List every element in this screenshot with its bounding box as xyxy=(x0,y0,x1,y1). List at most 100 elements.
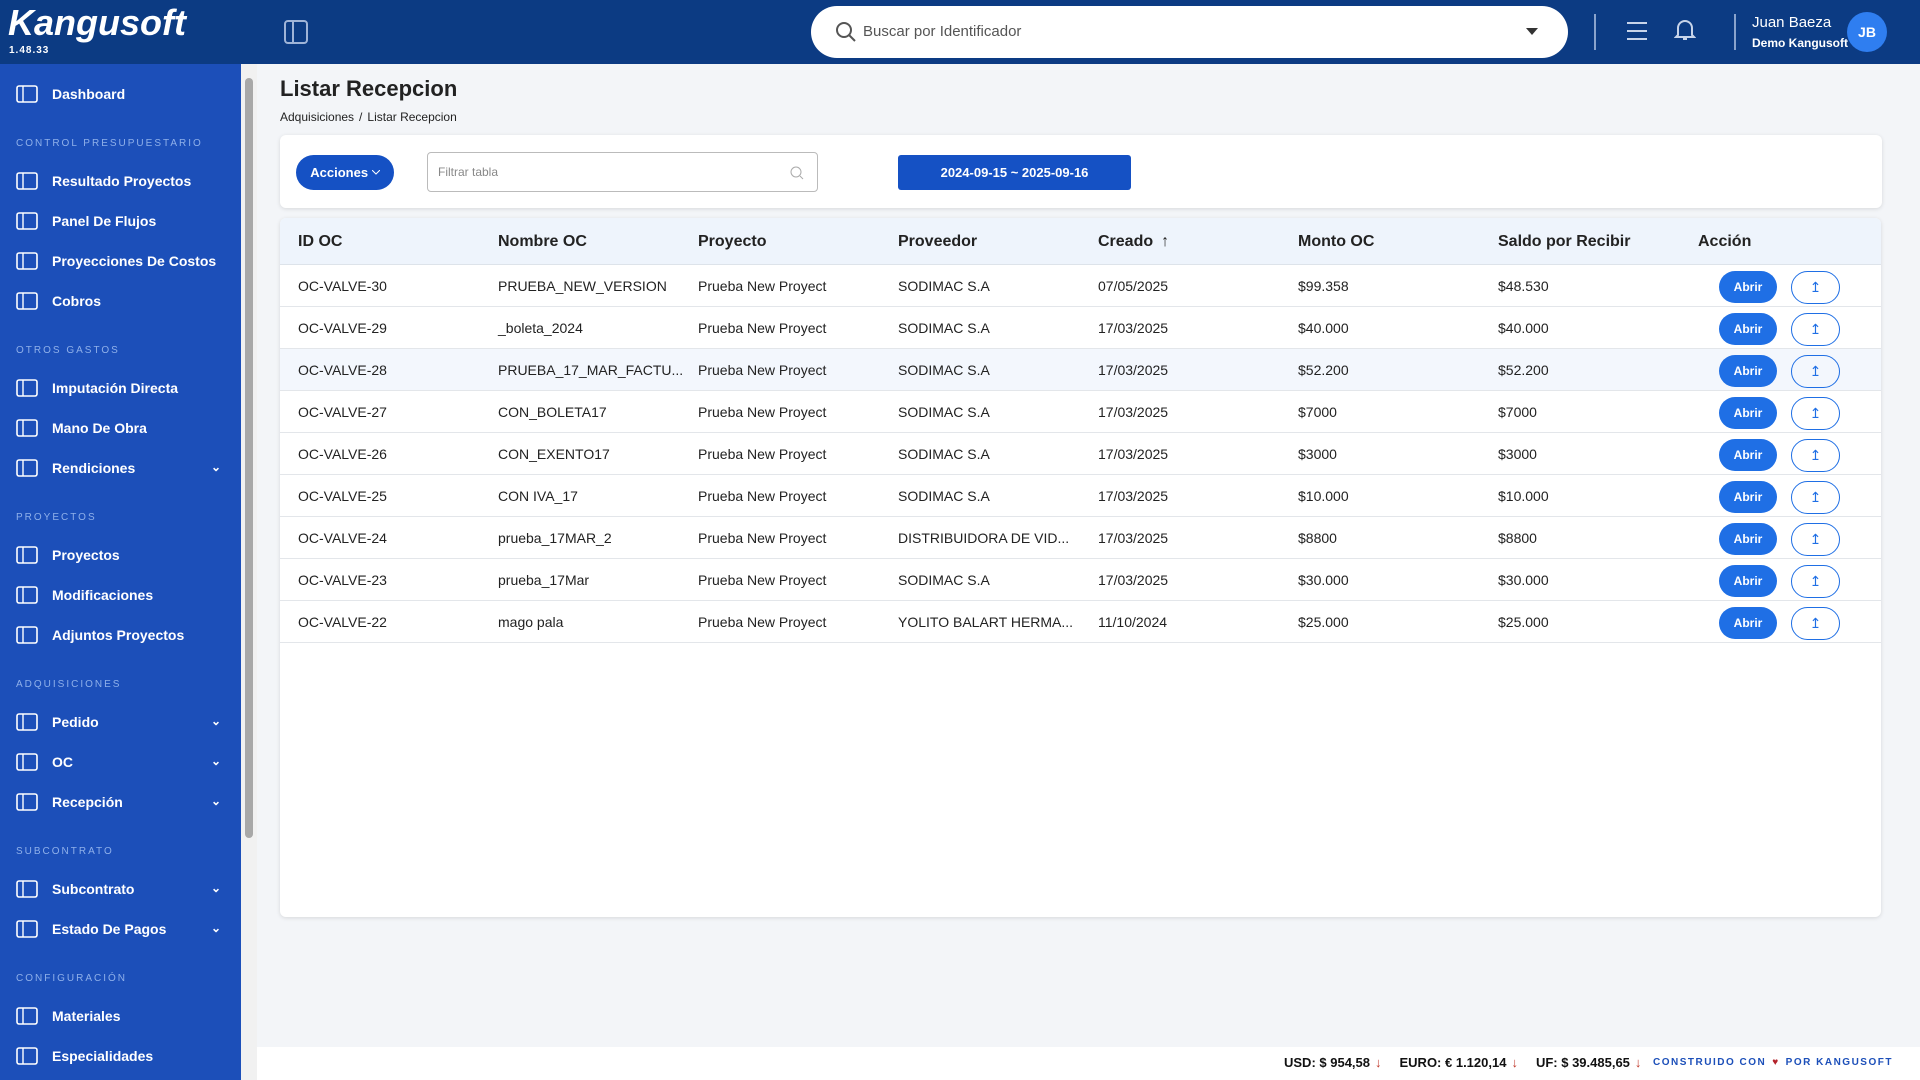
search-icon xyxy=(836,22,856,42)
column-header[interactable]: Nombre OC xyxy=(498,233,587,251)
table-cell: $10.000 xyxy=(1498,488,1549,504)
version: 1.48.33 xyxy=(9,45,50,56)
column-header[interactable]: Proveedor xyxy=(898,233,977,251)
search-placeholder: Buscar por Identificador xyxy=(863,23,1022,40)
open-button[interactable]: Abrir xyxy=(1719,271,1777,303)
table-cell: Prueba New Proyect xyxy=(698,572,827,588)
pdf-button[interactable]: ↥ xyxy=(1791,607,1840,640)
logo[interactable]: Kangusoft xyxy=(8,2,186,43)
menu-item[interactable]: Dashboard xyxy=(0,74,241,114)
column-header[interactable]: ID OC xyxy=(298,233,342,251)
pdf-button[interactable]: ↥ xyxy=(1791,271,1840,304)
menu-item[interactable]: Rendiciones ⌄ xyxy=(0,448,241,488)
date-range[interactable]: 2024-09-15 ~ 2025-09-16 xyxy=(898,155,1131,190)
menu-item[interactable]: Imputación Directa xyxy=(0,368,241,408)
menu-item[interactable]: Pedido ⌄ xyxy=(0,702,241,742)
notifications[interactable] xyxy=(1674,18,1696,42)
breadcrumb-link[interactable]: Adquisiciones xyxy=(280,110,355,124)
menu-item[interactable]: Especialidades xyxy=(0,1036,241,1076)
menu-label: Panel De Flujos xyxy=(52,213,157,229)
exchange-rates: USD: $ 954,58 ↓ EURO: € 1.120,14 ↓ UF: $ 39.… xyxy=(1284,1055,1641,1070)
table-cell: $7000 xyxy=(1298,404,1337,420)
menu-item[interactable]: Proyecciones De Costos xyxy=(0,241,241,281)
table-cell: Prueba New Proyect xyxy=(698,446,827,462)
search-box[interactable]: Buscar por Identificador xyxy=(811,6,1568,58)
menu-heading: ADQUISICIONES xyxy=(16,679,122,690)
open-button[interactable]: Abrir xyxy=(1719,397,1777,429)
trend-down: ↓ xyxy=(1511,1055,1518,1070)
table-row: OC-VALVE-26 CON_EXENTO17 Prueba New Proyec… xyxy=(280,433,1881,475)
open-button[interactable]: Abrir xyxy=(1719,313,1777,345)
open-button[interactable]: Abrir xyxy=(1719,565,1777,597)
menu-item[interactable]: Estado De Pagos ⌄ xyxy=(0,909,241,949)
scrollbar xyxy=(241,64,257,1080)
column-header[interactable]: Monto OC xyxy=(1298,233,1374,251)
open-button[interactable]: Abrir xyxy=(1719,607,1777,639)
rate-value: USD: $ 954,58 xyxy=(1284,1055,1370,1070)
table-cell: 17/03/2025 xyxy=(1098,320,1169,336)
menu-item[interactable]: Materiales xyxy=(0,996,241,1036)
table-cell: $25.000 xyxy=(1498,614,1549,630)
open-button[interactable]: Abrir xyxy=(1719,523,1777,555)
menu-item[interactable]: Proyectos xyxy=(0,535,241,575)
pdf-button[interactable]: ↥ xyxy=(1791,481,1840,514)
table-cell: $8800 xyxy=(1498,530,1537,546)
expand-chevron: ⌄ xyxy=(210,921,221,935)
breadcrumb: Adquisiciones / Listar Recepcion xyxy=(280,110,457,124)
pdf-button[interactable]: ↥ xyxy=(1791,523,1840,556)
table-cell: OC-VALVE-24 xyxy=(298,530,387,546)
expand-chevron: ⌄ xyxy=(210,881,221,895)
table: ID OC Nombre OC Proyecto Proveedor Creado ↑ Mo… xyxy=(280,218,1881,917)
menu-icon xyxy=(16,172,38,190)
menu-item[interactable]: Cobros xyxy=(0,281,241,321)
column-label: Monto OC xyxy=(1298,233,1375,250)
column-label: ID OC xyxy=(298,233,343,250)
toggle-sidebar[interactable] xyxy=(284,20,308,44)
menu-icon xyxy=(16,713,38,731)
pdf-button[interactable]: ↥ xyxy=(1791,355,1840,388)
menu-item[interactable]: Panel De Flujos xyxy=(0,201,241,241)
open-button[interactable]: Abrir xyxy=(1719,355,1777,387)
pdf-button[interactable]: ↥ xyxy=(1791,439,1840,472)
column-header[interactable]: Saldo por Recibir xyxy=(1498,233,1630,251)
page-title: Listar Recepcion xyxy=(280,76,458,101)
table-cell: mago pala xyxy=(498,614,564,630)
expand-chevron: ⌄ xyxy=(210,754,221,768)
exchange-rate: EURO: € 1.120,14 ↓ xyxy=(1400,1055,1518,1070)
menu-item[interactable]: Mano De Obra xyxy=(0,408,241,448)
table-row: OC-VALVE-23 prueba_17Mar Prueba New Proyec… xyxy=(280,559,1881,601)
open-button[interactable]: Abrir xyxy=(1719,481,1777,513)
rate-value: EURO: € 1.120,14 xyxy=(1399,1055,1507,1070)
pdf-button[interactable]: ↥ xyxy=(1791,313,1840,346)
table-cell: SODIMAC S.A xyxy=(898,488,990,504)
pdf-button[interactable]: ↥ xyxy=(1791,565,1840,598)
topbar: Buscar por Identificador Juan Baeza Demo… xyxy=(241,0,1920,64)
menu-item[interactable]: Modificaciones xyxy=(0,575,241,615)
table-cell: 11/10/2024 xyxy=(1098,614,1168,630)
menu-item[interactable]: OC ⌄ xyxy=(0,742,241,782)
actions-button[interactable]: Acciones xyxy=(296,155,394,190)
column-header[interactable]: Proyecto xyxy=(698,233,766,251)
table-cell: OC-VALVE-29 xyxy=(298,320,387,336)
menu-item[interactable]: Resultado Proyectos xyxy=(0,161,241,201)
column-header[interactable]: Creado ↑ xyxy=(1098,233,1169,251)
menu-item[interactable]: Adjuntos Proyectos xyxy=(0,615,241,655)
avatar[interactable]: JB xyxy=(1847,12,1887,52)
menu-icon xyxy=(16,753,38,771)
table-cell: 17/03/2025 xyxy=(1098,446,1169,462)
table-cell: $48.530 xyxy=(1498,278,1549,294)
menu-item[interactable]: Subcontrato ⌄ xyxy=(0,869,241,909)
table-cell: YOLITO BALART HERMA... xyxy=(898,614,1074,630)
trend-down: ↓ xyxy=(1375,1055,1382,1070)
exchange-rate: UF: $ 39.485,65 ↓ xyxy=(1536,1055,1641,1070)
filter-input[interactable]: Filtrar tabla xyxy=(427,152,818,192)
menu-icon xyxy=(16,880,38,898)
search-dropdown[interactable] xyxy=(1526,28,1538,36)
sidebar: Kangusoft 1.48.33 Dashboard CONTROL PRESU… xyxy=(0,0,241,1080)
pdf-button[interactable]: ↥ xyxy=(1791,397,1840,430)
menu-icon[interactable] xyxy=(1626,20,1648,42)
open-button[interactable]: Abrir xyxy=(1719,439,1777,471)
menu-heading: CONFIGURACIÓN xyxy=(16,973,127,984)
menu-item[interactable]: Recepción ⌄ xyxy=(0,782,241,822)
actions-label: Acciones xyxy=(310,165,369,180)
